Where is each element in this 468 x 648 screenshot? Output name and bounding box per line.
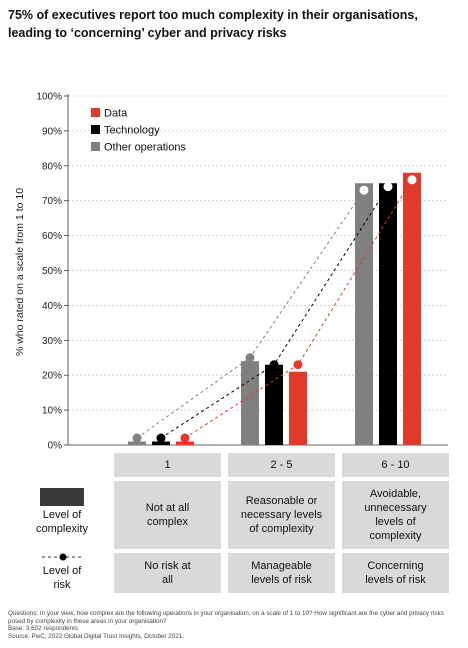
footnote: Questions: In your view, how complex are… [8,610,460,640]
risk-cell: No risk at all [114,553,221,593]
legend-swatch [91,142,100,151]
risk-point [269,360,279,370]
risk-point [156,433,166,443]
bar [403,172,421,445]
category-header: 6 - 10 [342,453,449,477]
y-tick-label: 80% [42,161,62,172]
category-header: 2 - 5 [228,453,335,477]
chart: 0% 10% 20% 30% 40% 50% 60% 70% 80% 90% 100% Data Tec… [36,92,448,452]
complexity-cell: Not at all complex [114,481,221,549]
risk-point [293,360,303,370]
legend-label: Technology [104,125,160,137]
complexity-cell: Reasonable or necessary levels of comple… [228,481,335,549]
complexity-cell-text: Reasonable or necessary levels of comple… [240,495,323,535]
footnote-source: Source: PwC, 2022 Global Digital Trust I… [8,632,185,640]
complexity-cell-text: Avoidable, unnecessary levels of complex… [364,488,427,542]
footnote-question: Questions: In your view, how complex are… [8,610,444,625]
complexity-swatch [40,488,84,506]
risk-line-swatch [42,553,84,561]
risk-cell-text: No risk at all [144,560,191,586]
bar [265,364,283,445]
bar [241,361,259,445]
legend-label: Other operations [104,142,186,154]
y-tick-label: 30% [42,336,62,347]
y-tick-label: 100% [36,92,62,103]
risk-cell: Concerning levels of risk [342,553,449,593]
y-tick-label: 10% [42,406,62,417]
y-tick-label: 70% [42,196,62,207]
y-tick-label: 0% [48,441,63,452]
risk-cell-text: Manageable levels of risk [251,560,312,586]
y-tick-label: 20% [42,371,62,382]
category-header: 1 [114,453,221,477]
bar [176,441,194,445]
complexity-row-label: Level of complexity [36,509,88,535]
bar [289,371,307,445]
bar [379,183,397,445]
risk-point [132,433,142,443]
legend-swatch [91,108,100,117]
risk-point [180,433,190,443]
risk-point-ring [408,175,416,184]
legend-label: Data [104,108,128,120]
y-axis-title-wrap: % who rated on a scale from 1 to 10 [8,96,32,448]
bar [128,441,146,445]
risk-cell: Manageable levels of risk [228,553,335,593]
risk-point-ring [384,182,392,191]
bar [152,441,170,445]
footnote-base: Base: 3,602 respondents [8,625,79,633]
y-axis-title: % who rated on a scale from 1 to 10 [14,187,26,357]
risk-row-label: Level of risk [42,565,82,591]
complexity-cell: Avoidable, unnecessary levels of complex… [342,481,449,549]
risk-point [245,353,255,363]
chart-title: 75% of executives report too much comple… [8,8,418,40]
risk-point-ring [360,186,368,195]
complexity-cell-text: Not at all complex [145,502,190,528]
risk-cell-text: Concerning levels of risk [365,560,426,586]
y-tick-label: 90% [42,126,62,137]
y-tick-label: 40% [42,301,62,312]
legend-swatch [91,125,100,134]
y-tick-label: 50% [42,266,62,277]
bar [355,183,373,445]
y-tick-label: 60% [42,231,62,242]
